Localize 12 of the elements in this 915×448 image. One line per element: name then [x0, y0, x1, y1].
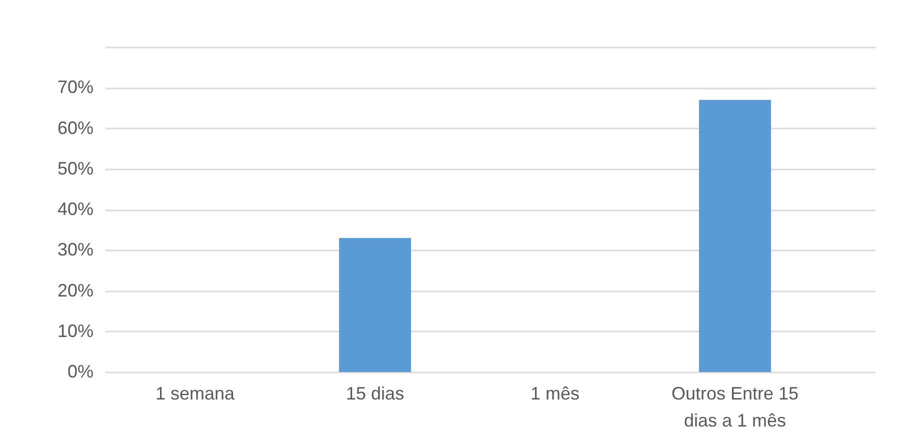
y-tick-label: 70%	[57, 77, 94, 98]
y-tick-label: 20%	[57, 280, 94, 300]
y-tick-label: 0%	[67, 362, 94, 382]
x-tick-label: 1 mês	[530, 384, 580, 404]
x-tick-label: 1 semana	[156, 384, 236, 404]
x-tick-label: 15 dias	[346, 384, 404, 404]
y-tick-label: 50%	[57, 158, 94, 178]
y-tick-label: 30%	[57, 240, 94, 260]
y-tick-label: 10%	[57, 320, 94, 341]
y-tick-label: 40%	[57, 199, 94, 219]
x-tick-label: Outros Entre 15 dias a 1 mês	[671, 384, 799, 430]
y-tick-label: 60%	[57, 118, 94, 138]
